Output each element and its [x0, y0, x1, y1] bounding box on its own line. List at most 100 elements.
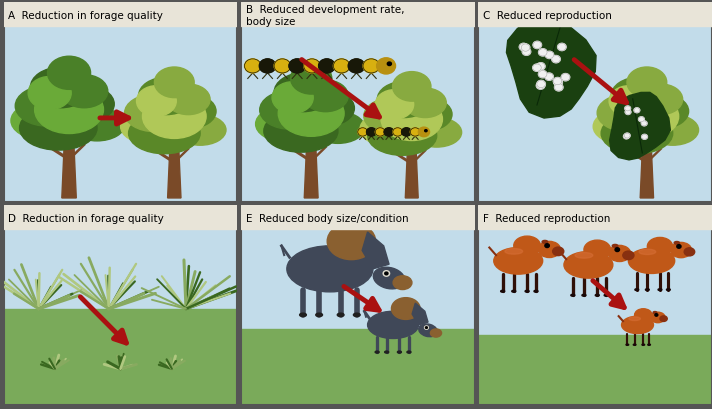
Bar: [241, 205, 475, 329]
Ellipse shape: [272, 83, 313, 114]
Ellipse shape: [19, 107, 97, 151]
Ellipse shape: [642, 344, 644, 346]
Ellipse shape: [653, 312, 656, 314]
Ellipse shape: [501, 290, 505, 292]
Ellipse shape: [142, 95, 206, 139]
Circle shape: [538, 49, 547, 57]
Ellipse shape: [634, 309, 652, 321]
Circle shape: [289, 60, 305, 74]
Ellipse shape: [28, 77, 71, 110]
Ellipse shape: [674, 242, 679, 245]
Ellipse shape: [615, 95, 679, 139]
Circle shape: [384, 272, 388, 275]
Text: E  Reduced body size/condition: E Reduced body size/condition: [246, 213, 408, 223]
Ellipse shape: [139, 78, 194, 115]
Circle shape: [402, 128, 412, 137]
Ellipse shape: [367, 117, 436, 156]
Ellipse shape: [31, 68, 90, 108]
Bar: [4, 205, 238, 229]
Ellipse shape: [404, 89, 446, 118]
Bar: [4, 3, 238, 27]
Ellipse shape: [633, 344, 636, 346]
Ellipse shape: [648, 344, 651, 346]
Ellipse shape: [48, 57, 90, 90]
Circle shape: [639, 117, 644, 122]
Ellipse shape: [629, 249, 675, 274]
Ellipse shape: [397, 351, 402, 353]
Ellipse shape: [15, 86, 80, 127]
Bar: [478, 3, 712, 27]
Polygon shape: [362, 232, 389, 269]
Ellipse shape: [353, 313, 360, 317]
Ellipse shape: [278, 91, 344, 137]
Ellipse shape: [512, 290, 515, 292]
Ellipse shape: [622, 317, 654, 334]
Ellipse shape: [58, 86, 114, 123]
Ellipse shape: [303, 81, 348, 112]
Ellipse shape: [584, 240, 611, 259]
Ellipse shape: [167, 85, 210, 115]
Polygon shape: [405, 136, 418, 198]
Ellipse shape: [384, 351, 389, 353]
Ellipse shape: [412, 118, 461, 148]
Ellipse shape: [402, 99, 452, 131]
Ellipse shape: [626, 344, 629, 346]
Circle shape: [244, 60, 261, 74]
Ellipse shape: [611, 78, 666, 115]
Ellipse shape: [542, 241, 548, 244]
Ellipse shape: [155, 68, 194, 99]
Polygon shape: [412, 303, 428, 325]
Circle shape: [538, 71, 547, 79]
Circle shape: [533, 42, 542, 49]
Ellipse shape: [534, 290, 538, 292]
Ellipse shape: [328, 223, 376, 260]
Circle shape: [537, 81, 545, 88]
Polygon shape: [304, 132, 318, 198]
Ellipse shape: [639, 249, 656, 255]
Ellipse shape: [597, 95, 656, 132]
Ellipse shape: [553, 247, 564, 256]
Bar: [478, 205, 712, 229]
Ellipse shape: [651, 312, 665, 323]
Bar: [478, 205, 712, 335]
Ellipse shape: [660, 316, 667, 321]
Circle shape: [393, 128, 402, 137]
Circle shape: [424, 130, 427, 133]
Circle shape: [677, 245, 681, 249]
Circle shape: [318, 60, 335, 74]
Circle shape: [615, 248, 619, 252]
Ellipse shape: [337, 313, 344, 317]
Circle shape: [348, 60, 365, 74]
Circle shape: [519, 44, 528, 52]
Circle shape: [377, 58, 396, 75]
Ellipse shape: [61, 75, 108, 108]
Ellipse shape: [666, 289, 670, 291]
Ellipse shape: [525, 290, 529, 292]
Ellipse shape: [129, 114, 200, 154]
Circle shape: [384, 128, 394, 137]
Ellipse shape: [601, 114, 673, 154]
Ellipse shape: [595, 294, 600, 297]
Ellipse shape: [612, 245, 618, 248]
Circle shape: [553, 78, 562, 85]
Circle shape: [367, 128, 376, 137]
Circle shape: [552, 56, 560, 64]
Ellipse shape: [647, 238, 673, 256]
Ellipse shape: [11, 103, 71, 140]
Circle shape: [274, 60, 290, 74]
Ellipse shape: [373, 267, 405, 289]
Ellipse shape: [311, 112, 365, 144]
Ellipse shape: [377, 82, 431, 118]
Ellipse shape: [174, 115, 226, 146]
Ellipse shape: [671, 243, 691, 258]
Ellipse shape: [274, 74, 332, 112]
Ellipse shape: [393, 276, 412, 290]
Ellipse shape: [647, 115, 698, 146]
Ellipse shape: [407, 351, 411, 353]
Ellipse shape: [287, 246, 373, 292]
Circle shape: [561, 74, 570, 82]
Circle shape: [387, 63, 392, 66]
Circle shape: [655, 314, 658, 317]
Circle shape: [634, 108, 640, 113]
Circle shape: [375, 128, 385, 137]
